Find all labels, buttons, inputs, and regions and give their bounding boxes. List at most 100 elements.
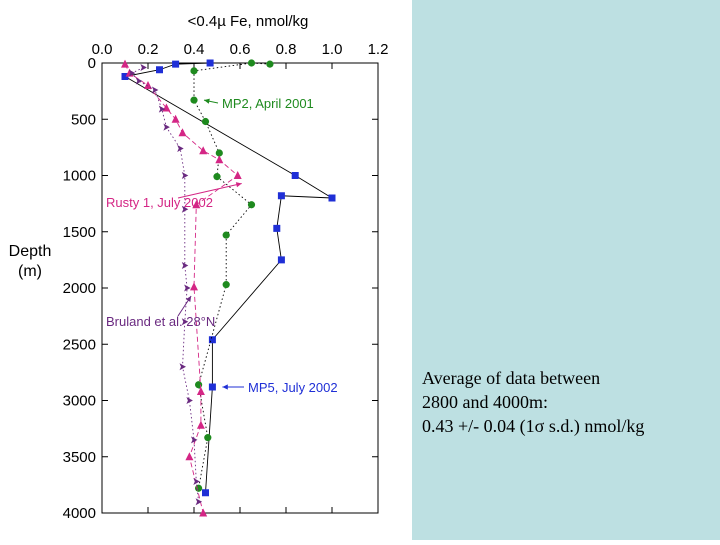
annotation-arrowhead <box>222 384 228 390</box>
series-bruland-et-al-28-n <box>128 64 203 506</box>
series-mp2-april-2001 <box>190 59 274 492</box>
data-point-triangle <box>144 81 152 89</box>
data-point-circle <box>222 281 230 289</box>
data-point-square <box>206 59 214 67</box>
y-tick-label: 500 <box>71 111 96 128</box>
y-axis-label-unit: (m) <box>18 263 42 280</box>
data-point-arrowhead <box>135 77 143 85</box>
data-point-square <box>273 224 281 232</box>
data-point-circle <box>195 381 203 389</box>
data-point-circle <box>201 117 210 126</box>
data-point-triangle <box>178 128 187 137</box>
annotation-label: MP5, July 2002 <box>248 380 338 395</box>
annotation-label: Rusty 1, July 2002 <box>106 195 213 210</box>
data-point-arrowhead <box>191 436 198 444</box>
data-point-square <box>328 194 336 202</box>
data-point-arrowhead <box>179 363 186 371</box>
y-axis-ticks: 0 500 1000 1500 2000 2500 3000 3500 4000 <box>63 55 378 522</box>
annotation-3: Bruland et al. 28°N <box>106 295 215 329</box>
y-tick-label: 4000 <box>63 505 96 522</box>
data-point-arrowhead <box>184 284 191 292</box>
data-point-triangle <box>190 282 198 291</box>
data-point-triangle <box>199 508 208 517</box>
annotation-arrowhead <box>185 296 192 302</box>
data-point-triangle <box>121 59 129 68</box>
data-point-arrowhead <box>181 205 189 213</box>
data-point-arrowhead <box>128 69 136 77</box>
data-point-arrowhead <box>181 172 189 179</box>
data-point-triangle <box>185 452 194 461</box>
annotation-label: Bruland et al. 28°N <box>106 314 215 329</box>
data-point-triangle <box>233 171 242 179</box>
data-point-circle <box>195 484 203 492</box>
side-panel: Average of data between 2800 and 4000m: … <box>412 0 720 540</box>
y-tick-label: 1000 <box>63 168 96 185</box>
note-line-2: 2800 and 4000m: <box>422 392 548 412</box>
annotation-layer: MP2, April 2001 Rusty 1, July 2002 Bruland… <box>106 96 338 395</box>
y-tick-label: 2500 <box>63 336 96 353</box>
fe-depth-chart: <0.4µ Fe, nmol/kg 0.0 0.2 0.4 0.6 0.8 1.0 1.2 … <box>9 13 389 522</box>
data-point-square <box>208 336 216 344</box>
data-point-arrowhead <box>181 318 189 326</box>
series-layer <box>121 59 336 517</box>
x-tick-label: 0.6 <box>230 41 251 58</box>
x-tick-label: 0.4 <box>184 41 205 58</box>
annotation-arrow <box>177 183 242 199</box>
y-tick-label: 2000 <box>63 280 96 297</box>
data-point-circle <box>213 173 221 181</box>
data-point-arrowhead <box>181 262 189 269</box>
data-point-square <box>208 383 216 391</box>
chart-plot-frame <box>101 62 379 514</box>
data-point-arrowhead <box>193 478 200 485</box>
data-point-arrowhead <box>186 397 193 404</box>
data-point-circle <box>266 60 274 68</box>
data-point-arrowhead <box>140 64 147 71</box>
x-tick-label: 1.0 <box>322 41 343 58</box>
annotation-arrowhead <box>204 98 210 104</box>
plot-frame <box>101 62 379 514</box>
data-point-arrowhead <box>158 105 166 113</box>
y-tick-label: 1500 <box>63 224 96 241</box>
annotation-2: Rusty 1, July 2002 <box>106 182 242 210</box>
data-point-triangle <box>192 200 201 209</box>
y-axis-label-depth: Depth <box>9 243 52 260</box>
data-point-circle <box>222 231 230 239</box>
series-rusty-1-july-2002 <box>121 59 242 517</box>
data-point-circle <box>247 201 256 209</box>
data-point-square <box>156 66 163 74</box>
series-line-mp5-july-2002 <box>123 62 333 493</box>
note-line-1: Average of data between <box>422 368 601 388</box>
y-tick-label: 0 <box>88 55 96 72</box>
data-point-triangle <box>199 146 208 155</box>
annotation-arrowhead <box>235 182 242 188</box>
data-point-triangle <box>215 155 224 164</box>
chart-title: <0.4µ Fe, nmol/kg <box>188 13 309 30</box>
note-line-3: 0.43 +/- 0.04 (1σ s.d.) nmol/kg <box>422 416 645 436</box>
data-point-circle <box>190 96 198 104</box>
data-point-triangle <box>196 387 205 395</box>
data-point-square <box>121 73 129 80</box>
data-point-circle <box>190 67 198 75</box>
annotation-1: MP2, April 2001 <box>203 96 314 111</box>
x-axis-ticks: 0.0 0.2 0.4 0.6 0.8 1.0 1.2 <box>92 41 388 513</box>
average-note: Average of data between 2800 and 4000m: … <box>422 366 712 438</box>
data-point-circle <box>247 59 256 67</box>
data-point-arrowhead <box>195 498 203 506</box>
data-point-triangle <box>171 114 180 123</box>
depth-profile-figure: <0.4µ Fe, nmol/kg 0.0 0.2 0.4 0.6 0.8 1.0 1.2 … <box>9 13 389 522</box>
x-tick-label: 0.2 <box>138 41 159 58</box>
series-line-bruland-et-al-28-n <box>131 67 200 502</box>
series-line-mp2-april-2001 <box>193 62 270 489</box>
y-tick-label: 3000 <box>63 393 96 410</box>
data-point-square <box>277 192 285 200</box>
y-tick-label: 3500 <box>63 449 96 466</box>
x-tick-label: 0.8 <box>276 41 297 58</box>
data-point-square <box>202 489 209 497</box>
data-point-square <box>291 172 299 179</box>
data-point-circle <box>204 434 212 442</box>
annotation-label: MP2, April 2001 <box>222 96 314 111</box>
x-tick-label: 0.0 <box>92 41 113 58</box>
data-point-arrowhead <box>151 86 159 94</box>
series-mp5-july-2002 <box>121 59 336 497</box>
data-point-circle <box>215 149 223 157</box>
